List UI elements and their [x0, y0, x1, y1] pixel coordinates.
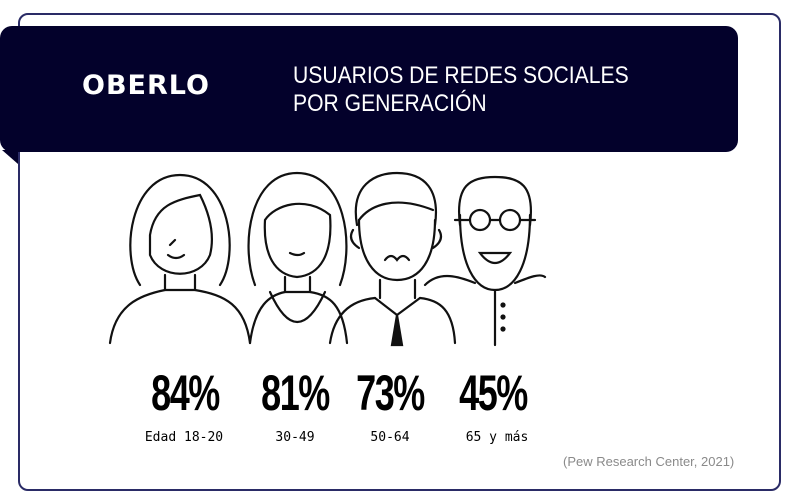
- stat-label-50-64: 50-64: [370, 430, 410, 445]
- figure-65-plus-icon: [423, 175, 547, 347]
- oberlo-logo: OBERLO: [82, 70, 210, 101]
- banner-fold: [2, 150, 18, 164]
- figure-50-64-icon: [328, 171, 457, 347]
- stat-value-18-20: 84%: [151, 365, 220, 421]
- page-title: USUARIOS DE REDES SOCIALES POR GENERACIÓ…: [293, 62, 629, 117]
- stat-label-65-plus: 65 y más: [465, 430, 529, 445]
- card-frame: [18, 13, 781, 491]
- figure-18-20-icon: [108, 173, 252, 345]
- stat-label-18-20: Edad 18-20: [144, 430, 224, 445]
- figure-30-49-icon: [247, 171, 349, 345]
- header-banner: [0, 26, 738, 152]
- stat-label-30-49: 30-49: [275, 430, 315, 445]
- generation-illustrations: [108, 171, 547, 347]
- stat-value-30-49: 81%: [261, 365, 330, 421]
- source-citation: (Pew Research Center, 2021): [563, 454, 735, 469]
- stat-value-50-64: 73%: [356, 365, 425, 421]
- stat-value-65-plus: 45%: [459, 365, 528, 421]
